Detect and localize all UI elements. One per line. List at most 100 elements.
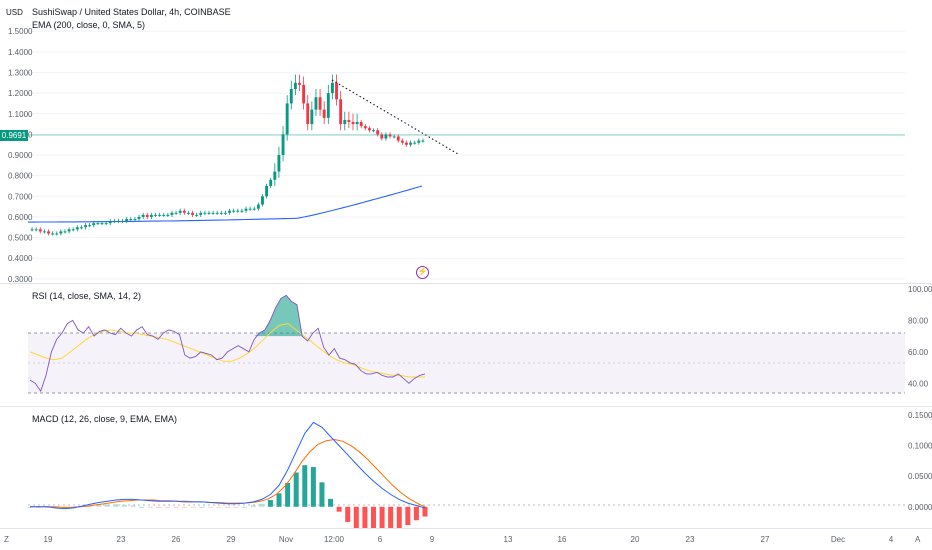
price-tick-label: 1.5000 bbox=[8, 27, 33, 36]
candle-body bbox=[63, 231, 67, 233]
macd-tick-label: 0.1000 bbox=[908, 442, 932, 451]
time-tick-label: 23 bbox=[686, 535, 695, 544]
candle-body bbox=[224, 212, 227, 214]
lightning-icon[interactable]: ⚡ bbox=[416, 266, 429, 279]
candle-body bbox=[30, 229, 34, 231]
histogram-bar bbox=[310, 467, 316, 507]
candle-body bbox=[186, 212, 190, 214]
histogram-bar bbox=[113, 504, 119, 507]
histogram-bar bbox=[250, 505, 256, 507]
candle-body bbox=[145, 214, 149, 217]
candle-body bbox=[67, 229, 71, 232]
rsi-legend[interactable]: RSI (14, close, SMA, 14, 2) bbox=[32, 291, 142, 301]
price-tick-label: 0.4000 bbox=[8, 254, 33, 263]
histogram-bar bbox=[353, 506, 359, 528]
candle-body bbox=[219, 212, 223, 214]
candle-body bbox=[269, 179, 273, 186]
symbol-title[interactable]: SushiSwap / United States Dollar, 4h, CO… bbox=[32, 7, 231, 17]
pane-divider[interactable] bbox=[0, 406, 932, 407]
currency-label[interactable]: USD bbox=[6, 8, 23, 17]
time-axis[interactable]: 19 23 26 29 Nov 12:00 6 9 13 16 20 23 27 Dec 4 bbox=[0, 529, 932, 550]
candle-body bbox=[75, 227, 79, 230]
time-tick-label: 12:00 bbox=[324, 535, 345, 544]
candle-body bbox=[298, 82, 301, 85]
candle-body bbox=[129, 219, 133, 221]
histogram-bar bbox=[293, 472, 299, 507]
histogram-bar bbox=[370, 506, 376, 528]
histogram-bar bbox=[225, 506, 230, 508]
histogram-bar bbox=[130, 505, 136, 507]
candle-body bbox=[149, 214, 153, 217]
candle-body bbox=[368, 128, 371, 131]
histogram-bar bbox=[173, 506, 179, 508]
candle-body bbox=[84, 225, 87, 228]
rsi-overbought-area bbox=[254, 295, 308, 337]
candle-body bbox=[137, 216, 141, 220]
candle-body bbox=[199, 212, 203, 215]
auto-scale-button[interactable]: A bbox=[915, 535, 921, 544]
time-tick-label: 4 bbox=[889, 535, 894, 544]
candle-body bbox=[182, 210, 186, 213]
candle-body bbox=[409, 142, 413, 145]
pane-divider[interactable] bbox=[0, 283, 932, 284]
zoom-button[interactable]: Z bbox=[4, 535, 9, 544]
candle-body bbox=[117, 221, 120, 223]
candle-body bbox=[195, 214, 199, 216]
candle-body bbox=[413, 142, 417, 144]
candle-body bbox=[108, 221, 112, 224]
histogram-bar bbox=[267, 500, 273, 507]
candle-body bbox=[380, 134, 384, 139]
last-price-tag: 0.9691 bbox=[0, 130, 28, 141]
trend-line[interactable] bbox=[331, 79, 459, 155]
rsi-axis-ticks: 100.00 80.00 60.00 40.00 bbox=[908, 285, 932, 388]
macd-tick-label: 0.1500 bbox=[908, 411, 932, 420]
candle-body bbox=[310, 109, 314, 125]
candle-body bbox=[339, 99, 343, 125]
histogram-bar bbox=[156, 506, 162, 508]
histogram-bar bbox=[319, 482, 325, 507]
candle-body bbox=[112, 221, 116, 223]
histogram-bar bbox=[388, 506, 394, 528]
rsi-series bbox=[29, 294, 426, 393]
candle-body bbox=[133, 219, 137, 221]
histogram-bar bbox=[164, 506, 170, 508]
candle-body bbox=[277, 155, 281, 172]
histogram-bar bbox=[413, 506, 419, 521]
candle-body bbox=[121, 221, 125, 223]
histogram-bar bbox=[336, 506, 342, 512]
macd-axis-ticks: 0.1500 0.1000 0.0500 0.0000 bbox=[908, 411, 932, 512]
candle-body bbox=[240, 210, 244, 212]
candle-body bbox=[400, 140, 404, 143]
candle-body bbox=[248, 208, 252, 210]
histogram-bar bbox=[259, 503, 265, 507]
time-tick-label: 27 bbox=[761, 535, 770, 544]
histogram-bar bbox=[121, 504, 127, 507]
candle-body bbox=[244, 208, 248, 211]
candle-body bbox=[384, 134, 388, 139]
histogram-bar bbox=[276, 493, 282, 507]
ema-legend[interactable]: EMA (200, close, 0, SMA, 5) bbox=[32, 20, 146, 30]
candle-body bbox=[100, 223, 104, 225]
price-chart[interactable]: 1.50001.40001.30001.20001.10001.00000.90… bbox=[0, 0, 932, 283]
candle-body bbox=[261, 196, 264, 205]
histogram-bar bbox=[216, 506, 222, 508]
candle-body bbox=[125, 219, 129, 222]
candle-body bbox=[104, 223, 108, 225]
candle-body bbox=[318, 97, 322, 110]
rsi-chart[interactable]: 100.00 80.00 60.00 40.00 bbox=[0, 284, 932, 406]
macd-line bbox=[30, 421, 426, 510]
candle-body bbox=[376, 130, 380, 135]
macd-legend[interactable]: MACD (12, 26, close, 9, EMA, EMA) bbox=[32, 414, 178, 424]
candle-body bbox=[335, 82, 338, 100]
candle-body bbox=[170, 212, 174, 215]
candles bbox=[30, 74, 425, 236]
histogram-bar bbox=[53, 506, 59, 508]
candle-body bbox=[256, 204, 260, 209]
macd-chart[interactable]: 0.1500 0.1000 0.0500 0.0000 bbox=[0, 407, 932, 528]
candle-body bbox=[88, 225, 92, 227]
candle-body bbox=[34, 229, 38, 231]
price-tick-label: 0.7000 bbox=[8, 192, 33, 201]
candle-body bbox=[162, 214, 166, 216]
candle-body bbox=[405, 142, 408, 145]
candle-body bbox=[388, 134, 392, 137]
